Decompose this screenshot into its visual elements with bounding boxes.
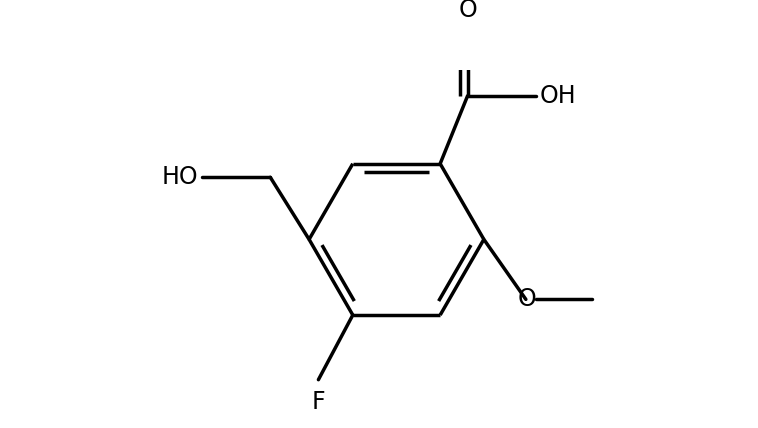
Text: F: F [312, 389, 325, 414]
Text: HO: HO [162, 165, 199, 189]
Text: O: O [517, 287, 536, 311]
Text: O: O [459, 0, 477, 22]
Text: OH: OH [539, 84, 576, 108]
